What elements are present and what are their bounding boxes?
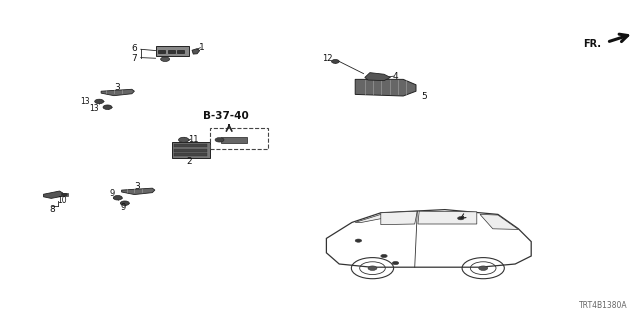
Text: 13: 13 <box>89 104 99 113</box>
Text: 6: 6 <box>132 44 137 53</box>
Text: 1: 1 <box>200 43 205 52</box>
Circle shape <box>332 60 339 63</box>
Circle shape <box>113 196 122 200</box>
Polygon shape <box>355 212 416 222</box>
Text: 8: 8 <box>50 205 55 214</box>
Circle shape <box>95 99 104 104</box>
Circle shape <box>392 261 399 265</box>
Text: 2: 2 <box>186 157 191 166</box>
Text: 13: 13 <box>80 97 90 106</box>
Bar <box>168 50 175 53</box>
Bar <box>174 144 207 147</box>
Circle shape <box>479 266 488 270</box>
Bar <box>221 137 247 143</box>
Polygon shape <box>101 89 134 96</box>
Circle shape <box>355 239 362 242</box>
Polygon shape <box>122 188 155 195</box>
Text: 9: 9 <box>120 203 125 212</box>
Polygon shape <box>480 214 518 229</box>
Circle shape <box>458 217 464 220</box>
Circle shape <box>179 137 189 142</box>
Circle shape <box>120 201 129 205</box>
Polygon shape <box>365 73 390 81</box>
Text: 7: 7 <box>132 54 137 63</box>
Bar <box>61 193 68 196</box>
Circle shape <box>103 105 112 109</box>
Text: 9: 9 <box>109 189 115 198</box>
Text: 11: 11 <box>188 135 198 144</box>
Polygon shape <box>418 211 477 224</box>
Bar <box>172 142 210 158</box>
Polygon shape <box>355 79 416 96</box>
Text: B-37-40: B-37-40 <box>203 111 249 121</box>
Bar <box>174 149 207 152</box>
Bar <box>158 50 165 53</box>
Circle shape <box>368 266 377 270</box>
Polygon shape <box>44 191 63 198</box>
Text: 10: 10 <box>58 196 67 204</box>
Bar <box>210 128 268 149</box>
Circle shape <box>381 254 387 258</box>
Circle shape <box>215 138 224 142</box>
Text: FR.: FR. <box>584 39 602 49</box>
Bar <box>174 153 207 156</box>
Bar <box>156 46 189 56</box>
Bar <box>177 50 184 53</box>
Text: 12: 12 <box>323 54 333 63</box>
Text: 4: 4 <box>393 72 398 81</box>
Text: 5: 5 <box>421 92 426 100</box>
Text: 3: 3 <box>135 182 140 191</box>
Polygon shape <box>381 211 417 225</box>
Circle shape <box>161 57 170 61</box>
Text: 3: 3 <box>115 83 120 92</box>
Circle shape <box>62 193 67 196</box>
Text: TRT4B1380A: TRT4B1380A <box>579 301 627 310</box>
Polygon shape <box>192 49 200 54</box>
